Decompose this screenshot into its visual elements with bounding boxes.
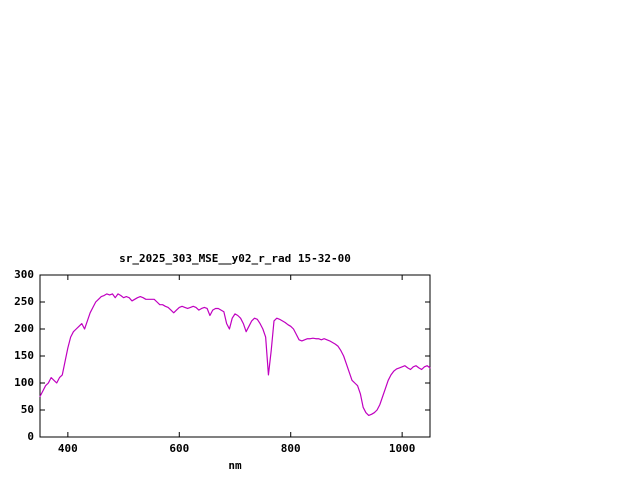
- x-tick-label: 800: [280, 442, 301, 455]
- data-line: [39, 293, 431, 416]
- y-tick-label: 100: [14, 376, 34, 389]
- y-tick-label: 200: [14, 322, 34, 335]
- x-tick-label: 600: [169, 442, 190, 455]
- y-tick-label: 50: [20, 403, 34, 416]
- x-tick-label: 400: [57, 442, 78, 455]
- x-tick-label: 1000: [388, 442, 416, 455]
- y-tick-label: 300: [14, 268, 34, 281]
- y-tick-label: 250: [14, 295, 34, 308]
- y-tick-label: 150: [14, 349, 34, 362]
- x-axis-label: nm: [228, 459, 242, 472]
- chart-title: sr_2025_303_MSE__y02_r_rad 15-32-00: [119, 252, 351, 265]
- y-tick-label: 0: [27, 430, 34, 443]
